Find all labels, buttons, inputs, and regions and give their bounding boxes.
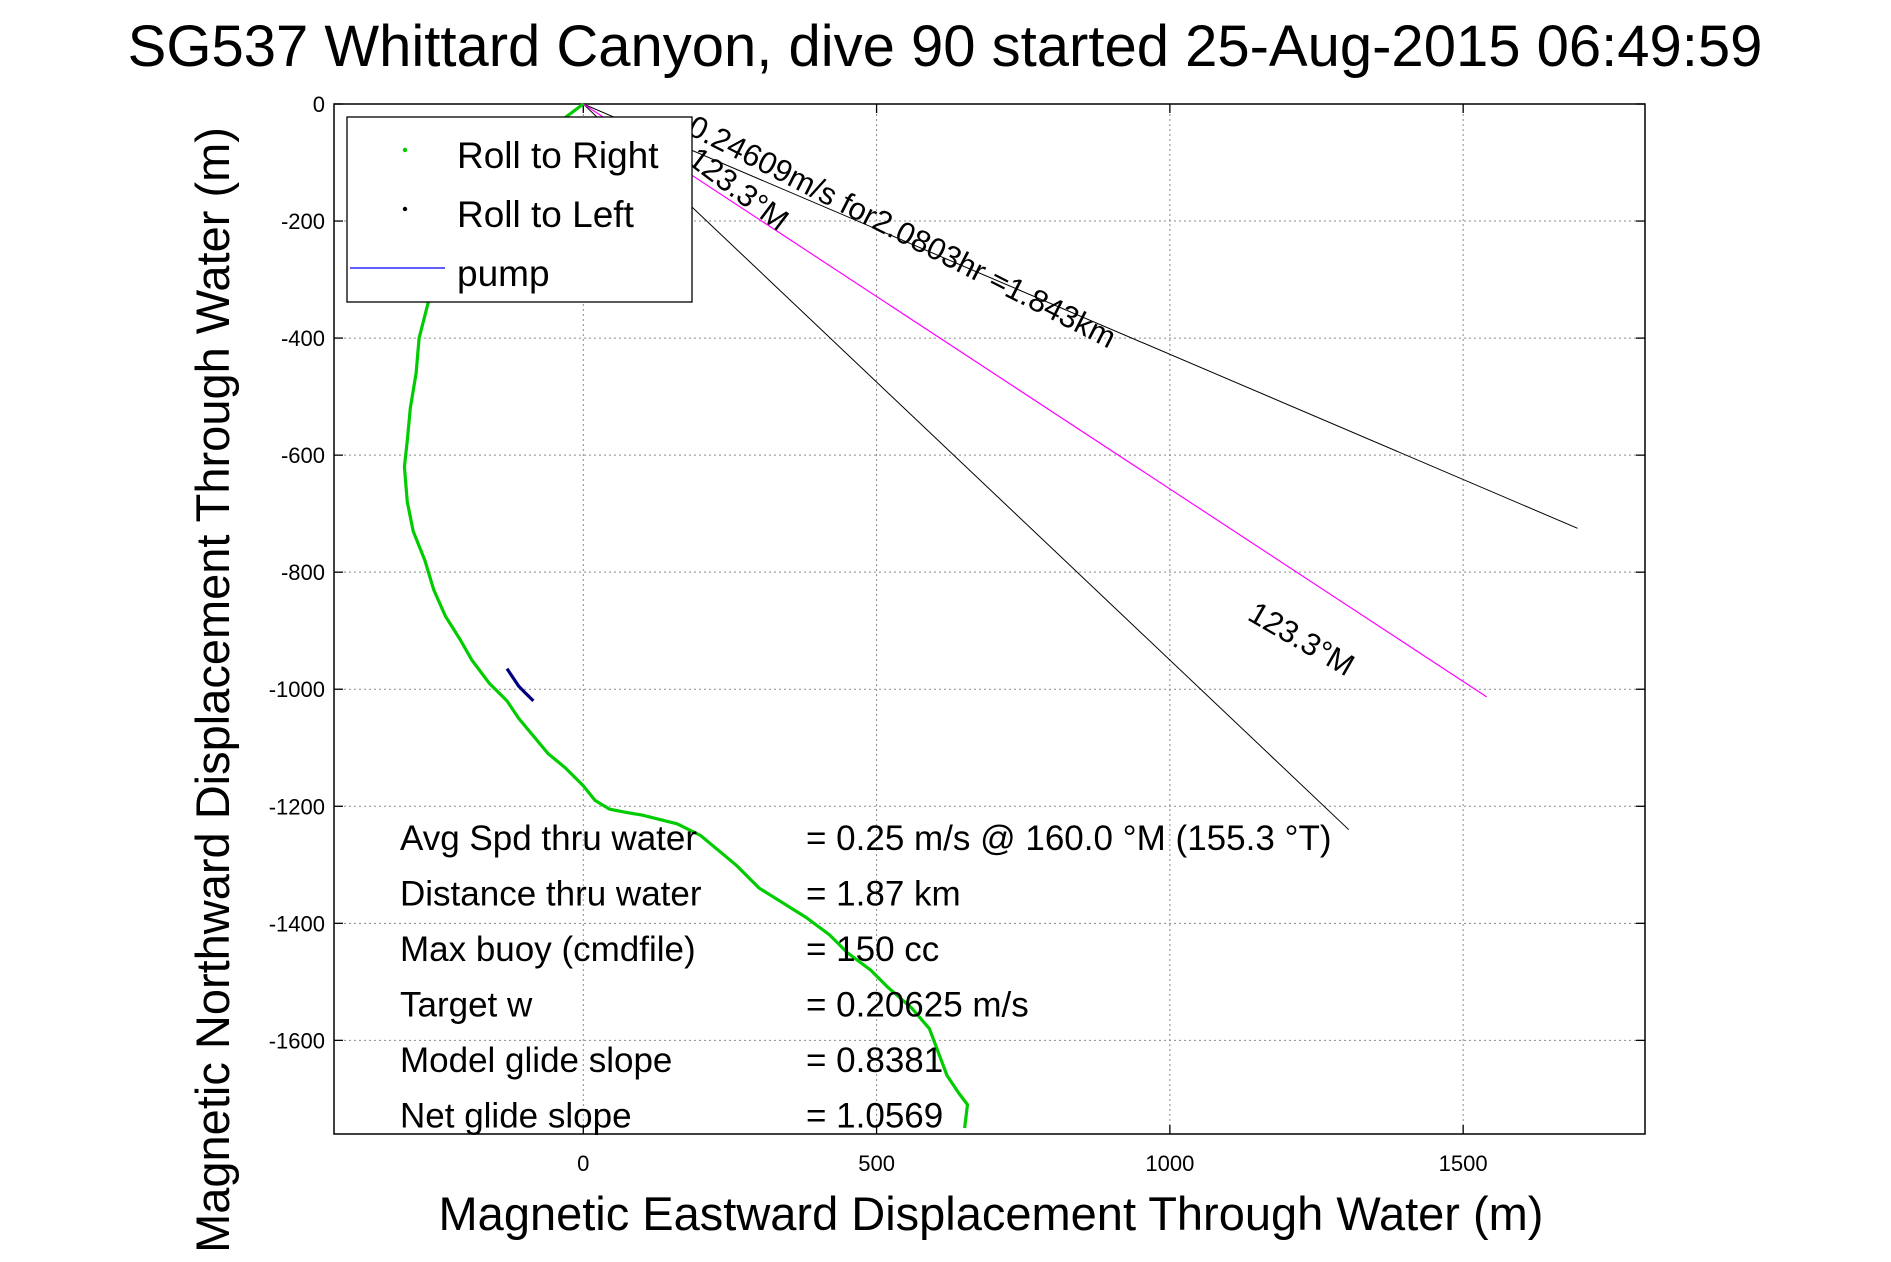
stat-label: Avg Spd thru water (400, 819, 697, 858)
x-tick-label: 500 (858, 1151, 895, 1176)
legend-marker-roll-left (402, 206, 408, 212)
stat-value: = 0.25 m/s @ 160.0 °M (155.3 °T) (806, 819, 1332, 858)
heading-line (582, 103, 1487, 698)
legend-label: Roll to Left (457, 194, 635, 235)
stat-value: = 0.8381 (806, 1041, 943, 1080)
heading-cone-line (583, 103, 1578, 529)
x-axis-label: Magnetic Eastward Displacement Through W… (439, 1187, 1544, 1240)
stat-value: = 0.20625 m/s (806, 986, 1029, 1025)
x-tick-label: 0 (577, 1151, 589, 1176)
roll-left-track (505, 667, 535, 703)
y-tick-label: -1400 (269, 911, 325, 936)
stat-value: = 1.87 km (806, 875, 961, 914)
y-tick-label: -1000 (269, 677, 325, 702)
y-tick-label: -1200 (269, 794, 325, 819)
stat-label: Target w (400, 986, 533, 1025)
y-tick-label: 0 (313, 92, 325, 117)
legend-label: Roll to Right (457, 135, 659, 176)
x-tick-label: 1000 (1145, 1151, 1194, 1176)
stat-label: Max buoy (cmdfile) (400, 930, 696, 969)
legend-marker-roll-right (402, 147, 408, 153)
y-axis-label: Magnetic Northward Displacement Through … (186, 127, 239, 1253)
legend-label: pump (457, 253, 550, 294)
roll-right-track (402, 102, 970, 1129)
stat-label: Distance thru water (400, 875, 702, 914)
stat-label: Model glide slope (400, 1041, 672, 1080)
heading-cone-line (582, 103, 1350, 831)
y-tick-label: -400 (281, 326, 325, 351)
x-tick-label: 1500 (1439, 1151, 1488, 1176)
y-tick-label: -800 (281, 560, 325, 585)
stat-value: = 150 cc (806, 930, 939, 969)
y-tick-label: -600 (281, 443, 325, 468)
stat-value: = 1.0569 (806, 1097, 943, 1136)
y-tick-label: -200 (281, 209, 325, 234)
plot-frame (333, 103, 1646, 1135)
stat-label: Net glide slope (400, 1097, 632, 1136)
chart-title: SG537 Whittard Canyon, dive 90 started 2… (128, 14, 1763, 79)
y-tick-label: -1600 (269, 1028, 325, 1053)
legend: Roll to Right Roll to Left pump (346, 116, 693, 303)
